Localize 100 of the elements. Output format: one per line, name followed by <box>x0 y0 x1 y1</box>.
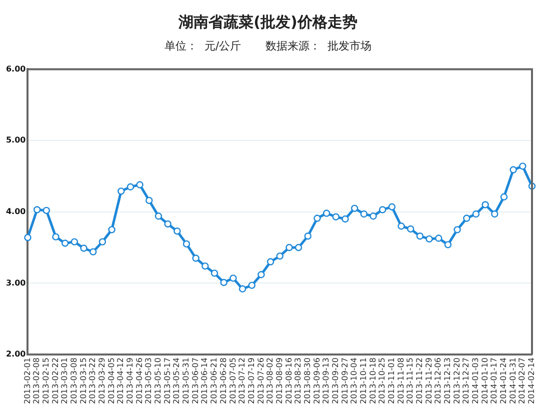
x-tick-label: 2014-01-24 <box>499 358 508 404</box>
point <box>108 226 116 234</box>
point <box>286 244 293 252</box>
point <box>266 258 274 266</box>
point <box>230 274 237 282</box>
point <box>304 232 312 240</box>
x-tick-label: 2013-06-21 <box>210 358 219 404</box>
y-tick-label: 4.00 <box>6 206 26 216</box>
x-tick-label: 2013-08-30 <box>302 358 312 404</box>
point <box>510 166 517 174</box>
point <box>314 214 321 222</box>
x-tick-label: 2013-08-02 <box>266 358 275 404</box>
point <box>407 225 414 233</box>
x-tick-label: 2013-03-22 <box>88 358 98 404</box>
x-tick-label: 2013-10-25 <box>378 358 387 404</box>
point <box>154 212 162 220</box>
point <box>24 234 32 242</box>
x-tick-label: 2013-12-20 <box>452 358 462 404</box>
x-tick-label: 2014-01-31 <box>508 358 518 404</box>
x-tick-label: 2013-08-16 <box>284 358 294 404</box>
x-tick-label: 2013-12-06 <box>434 358 443 404</box>
point <box>33 206 41 214</box>
x-tick-label: 2014-02-14 <box>527 358 536 404</box>
x-tick-label: 2013-12-13 <box>443 358 452 404</box>
chart-subtitle: 单位： 元/公斤 数据来源： 批发市场 <box>164 39 372 52</box>
x-tick-label: 2013-09-20 <box>330 358 340 404</box>
x-tick-label: 2013-08-23 <box>294 358 303 404</box>
point <box>435 234 442 242</box>
x-tick-label: 2013-06-28 <box>218 358 228 404</box>
point <box>182 240 190 248</box>
x-tick-label: 2013-02-15 <box>41 358 50 404</box>
point <box>519 162 526 170</box>
point <box>248 282 256 289</box>
x-tick-label: 2013-11-08 <box>396 358 406 404</box>
point <box>332 213 340 220</box>
point <box>444 241 452 248</box>
point <box>210 270 218 277</box>
x-tick-label: 2013-11-22 <box>415 358 424 404</box>
point <box>491 210 498 218</box>
point <box>388 203 396 210</box>
x-tick-label: 2013-02-01 <box>22 358 32 404</box>
x-tick-label: 2013-04-26 <box>134 358 144 404</box>
x-tick-label: 2013-12-27 <box>462 358 471 404</box>
point <box>370 212 377 220</box>
point <box>80 244 88 252</box>
x-tick-label: 2013-05-10 <box>154 358 163 404</box>
point <box>61 240 69 247</box>
x-tick-label: 2014-01-10 <box>480 358 490 404</box>
point <box>378 206 386 214</box>
point <box>472 210 480 218</box>
x-tick-label: 2013-10-18 <box>368 358 378 404</box>
y-tick-label: 2.00 <box>6 350 26 359</box>
x-tick-label: 2013-03-01 <box>60 358 70 404</box>
point <box>52 233 60 240</box>
x-tick-label: 2013-07-19 <box>246 358 256 404</box>
x-tick-label: 2013-09-13 <box>322 358 331 404</box>
point <box>360 210 368 218</box>
point <box>398 222 405 230</box>
point <box>192 254 200 262</box>
x-tick-label: 2013-11-01 <box>387 358 396 404</box>
point <box>118 188 125 195</box>
point <box>294 244 302 252</box>
x-tick-label: 2013-07-26 <box>256 358 266 404</box>
point <box>463 214 470 222</box>
point <box>500 193 508 200</box>
point <box>276 252 284 260</box>
x-tick-label: 2014-01-17 <box>490 358 499 404</box>
x-tick-label: 2013-03-29 <box>98 358 107 404</box>
point <box>146 196 153 204</box>
x-tick-label: 2013-09-06 <box>312 358 322 404</box>
point <box>98 238 106 246</box>
x-tick-label: 2013-09-27 <box>340 358 350 404</box>
x-tick-label: 2013-02-08 <box>32 358 42 404</box>
y-tick-label: 3.00 <box>6 278 26 288</box>
point <box>136 181 144 188</box>
point <box>90 248 97 256</box>
x-tick-label: 2013-08-09 <box>274 358 284 404</box>
point <box>238 285 246 292</box>
x-tick-label: 2013-05-31 <box>182 358 191 404</box>
point <box>350 204 358 212</box>
y-tick-label: 6.00 <box>6 64 26 74</box>
chart-title: 湖南省蔬菜(批发)价格走势 <box>178 12 358 31</box>
x-tick-label: 2013-04-12 <box>116 358 126 404</box>
point <box>482 201 489 208</box>
x-tick-label: 2013-07-05 <box>228 358 238 404</box>
point <box>258 271 265 278</box>
x-tick-label: 2013-11-29 <box>424 358 434 404</box>
point <box>220 278 228 286</box>
x-tick-label: 2013-05-03 <box>144 358 154 404</box>
x-tick-label: 2013-02-22 <box>50 358 60 404</box>
point <box>174 228 181 235</box>
x-tick-label: 2013-06-07 <box>190 358 200 404</box>
x-tick-label: 2013-10-04 <box>350 358 359 404</box>
point <box>164 220 172 228</box>
point <box>342 215 349 223</box>
x-tick-label: 2013-03-08 <box>70 358 79 404</box>
x-tick-label: 2013-05-17 <box>162 358 172 404</box>
point <box>454 226 461 234</box>
point <box>426 235 433 243</box>
point <box>202 262 209 270</box>
